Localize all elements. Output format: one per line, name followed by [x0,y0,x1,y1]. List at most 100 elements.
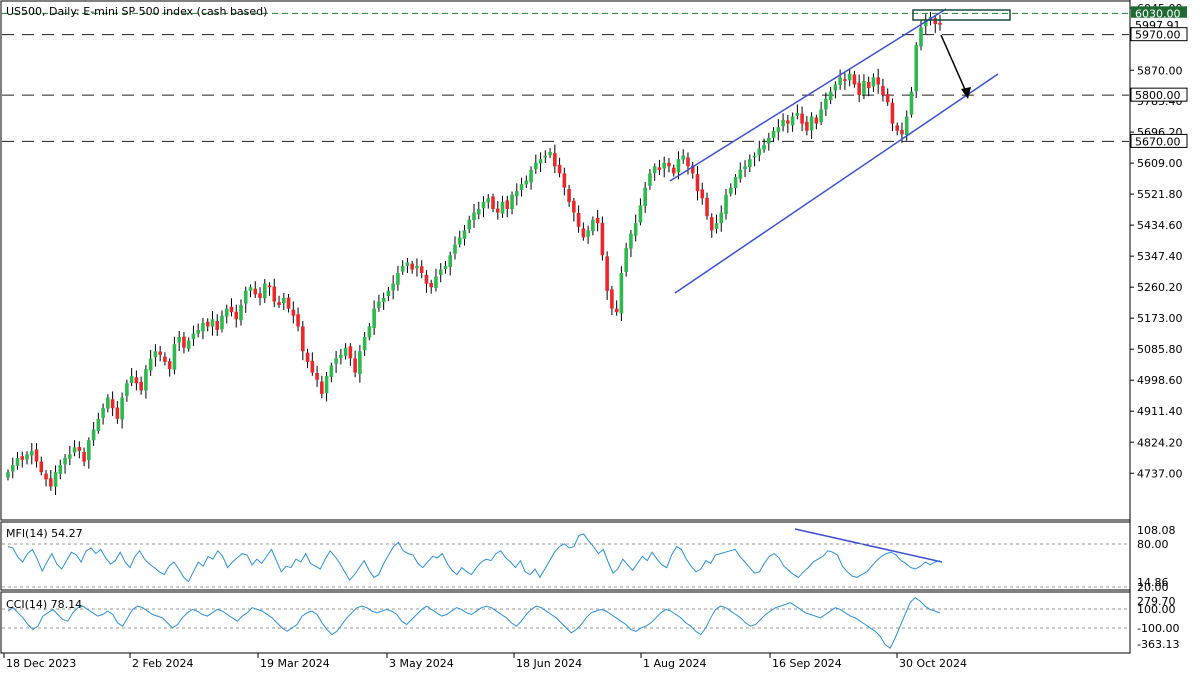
candle-body [871,77,876,87]
price-tick-label: 5521.80 [1137,188,1183,201]
candle-body [600,222,605,256]
candle-body [643,187,647,207]
price-tick-label: 4737.00 [1137,467,1183,480]
candle-body [743,166,747,170]
candle-body [619,273,624,314]
candle-body [39,461,44,473]
candle-body [229,306,234,313]
candle-body [757,148,762,156]
lower-channel-line[interactable] [674,73,999,294]
candle-body [258,293,262,298]
price-label-text: 5970.00 [1135,29,1181,42]
candle-body [914,45,919,92]
candle-body [486,198,491,203]
candle-body [805,121,809,131]
candle-body [243,290,248,304]
candle-body [885,94,890,103]
candle-body [567,189,571,202]
candle-body [629,233,633,249]
candle-body [29,450,34,456]
indicator-tick-label: -100.00 [1137,622,1179,635]
candle-body [301,326,305,352]
candle-body [814,117,819,124]
candle-body [362,337,367,351]
candle-body [410,263,414,270]
candle-body [553,153,557,167]
candle-body [110,399,115,409]
candle-body [909,91,914,115]
candle-body [120,397,124,420]
indicator-tick-label: 80.00 [1137,538,1169,551]
price-tick-label: 5609.00 [1137,157,1183,170]
candle-body [44,473,48,480]
candle-body [129,376,134,383]
candle-body [72,447,77,453]
candle-body [191,333,196,340]
candle-body [210,319,215,327]
candle-body [320,381,324,394]
mfi-line [7,533,941,583]
candle-body [538,159,543,164]
candle-body [819,109,823,123]
candle-body [771,130,776,138]
candle-body [904,116,909,135]
candle-body [752,155,757,158]
resistance-zone-box[interactable] [912,9,1011,21]
candle-body [657,167,662,170]
candle-body [662,162,667,169]
candle-body [514,191,519,197]
candle-body [876,77,880,85]
mfi-title: MFI(14) 54.27 [6,527,83,540]
candle-body [443,265,448,270]
price-tick-label: 4824.20 [1137,436,1183,449]
candle-body [53,472,58,487]
upper-channel-line[interactable] [669,8,947,182]
candle-body [277,302,281,306]
candle-body [248,287,253,291]
candle-body [172,344,177,370]
candle-body [386,290,391,297]
candle-body [481,201,486,209]
candle-body [572,200,576,213]
candle-body [681,155,686,160]
candle-body [648,173,652,186]
price-tick-label: 5085.80 [1137,343,1183,356]
candle-body [671,167,676,174]
candle-body [719,212,724,224]
candle-body [453,244,457,254]
candle-body [852,74,857,85]
indicator-tick-label: 279.70 [1137,595,1176,608]
candle-body [438,269,443,275]
price-label-box [1130,133,1188,148]
candle-body [400,265,405,272]
projection-arrow[interactable] [940,34,968,95]
candle-body [519,184,524,191]
candle-body [20,456,25,460]
cci-pane-frame [0,591,1131,654]
candle-body [205,321,210,327]
indicator-tick-label: 20.00 [1137,581,1169,594]
time-axis: 18 Dec 2023 2 Feb 2024 19 Mar 2024 3 May 20… [3,653,967,670]
candle-body [543,155,548,158]
candle-body [305,352,310,362]
mfi-divergence-line[interactable] [794,528,943,563]
candle-body [234,311,239,320]
candle-body [419,266,424,274]
candle-body [34,449,39,462]
candle-body [824,98,828,110]
candle-body [776,127,781,133]
candle-body [686,157,690,167]
candle-body [562,173,567,188]
candle-body [25,454,29,460]
candle-body [353,358,357,373]
candle-body [272,286,277,302]
candle-body [614,308,619,313]
candle-body [415,265,419,269]
candle-body [728,187,733,194]
candle-body [457,237,462,245]
candle-body [638,205,643,223]
candle-body [77,446,82,451]
candle-body [434,276,438,288]
